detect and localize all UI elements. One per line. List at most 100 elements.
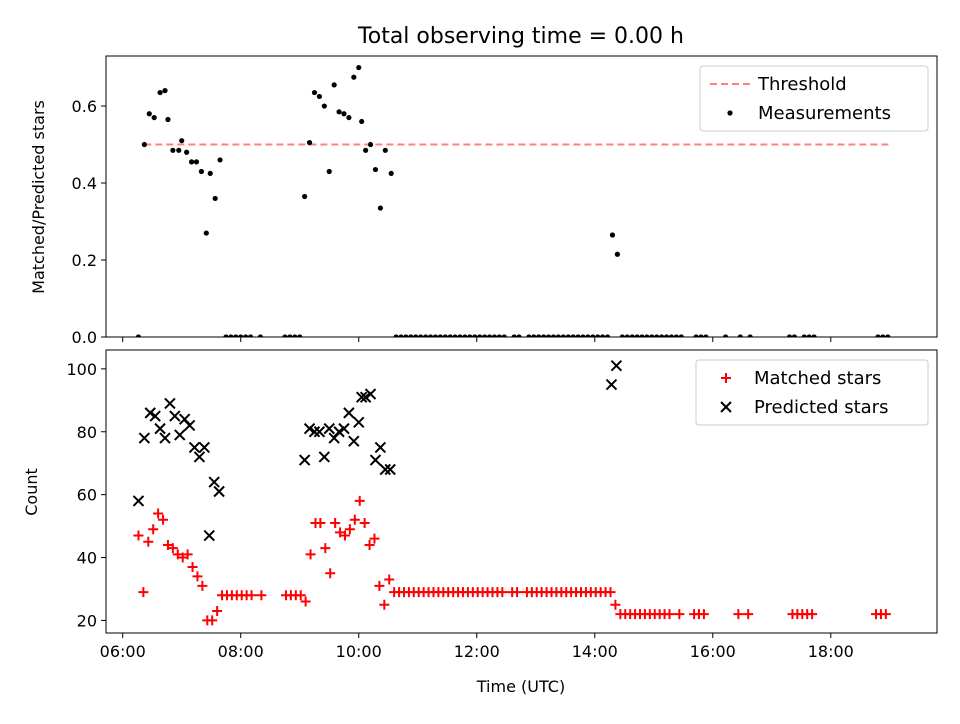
data-point xyxy=(629,334,635,337)
data-point xyxy=(733,609,744,620)
data-point xyxy=(497,587,508,598)
data-point xyxy=(674,609,685,620)
data-point xyxy=(369,454,382,466)
data-point xyxy=(624,334,630,337)
data-point xyxy=(374,580,385,591)
data-point xyxy=(158,514,169,525)
data-point xyxy=(183,419,196,432)
data-point xyxy=(654,334,660,337)
panel-top: 0.0 0.2 0.4 0.6 Matched/Predicted stars Thres… xyxy=(29,55,938,347)
data-point xyxy=(132,495,145,507)
series-matched-stars xyxy=(133,495,891,626)
data-point xyxy=(356,64,362,71)
data-point xyxy=(133,530,144,541)
data-point xyxy=(256,590,267,601)
data-point xyxy=(614,251,620,257)
data-point xyxy=(491,334,498,337)
legend-label: Predicted stars xyxy=(754,397,888,418)
data-point xyxy=(344,524,355,535)
data-point xyxy=(560,334,566,337)
data-point xyxy=(693,334,699,337)
data-point xyxy=(427,334,434,337)
data-point xyxy=(486,334,493,337)
data-point xyxy=(703,334,709,337)
data-point xyxy=(192,571,203,582)
data-point xyxy=(413,334,419,337)
data-point xyxy=(595,334,601,337)
data-point xyxy=(151,114,157,121)
data-point xyxy=(516,334,522,337)
data-point xyxy=(198,441,211,454)
data-point xyxy=(153,508,164,519)
data-point xyxy=(338,422,350,435)
data-point xyxy=(447,334,453,337)
data-point xyxy=(306,140,313,146)
data-point xyxy=(526,334,532,337)
legend: Threshold Measurements xyxy=(699,65,929,132)
legend-label: Threshold xyxy=(757,74,847,95)
data-point xyxy=(363,147,369,153)
data-point xyxy=(393,334,399,337)
data-point xyxy=(300,596,311,607)
y-axis-label: Matched/Predicted stars xyxy=(29,100,48,294)
data-point xyxy=(880,334,886,337)
data-point xyxy=(282,334,288,337)
data-point xyxy=(135,334,142,337)
legend-marker xyxy=(727,110,733,116)
y-tick-label: 0.6 xyxy=(72,97,97,116)
data-point xyxy=(203,230,209,236)
data-point xyxy=(212,605,223,616)
data-point xyxy=(698,609,709,620)
data-point xyxy=(811,334,817,337)
data-point xyxy=(634,334,640,337)
y-axis-label: Count xyxy=(22,468,41,516)
x-tick-label: 16:00 xyxy=(690,642,736,661)
data-point xyxy=(336,109,342,115)
y-tick-label: 0.0 xyxy=(72,328,97,347)
data-point xyxy=(138,432,151,444)
data-point xyxy=(188,441,201,454)
data-point xyxy=(188,159,195,165)
data-point xyxy=(305,549,316,560)
x-tick-label: 06:00 xyxy=(100,642,146,661)
data-point xyxy=(311,89,318,96)
data-point xyxy=(462,334,468,337)
data-point xyxy=(154,422,166,435)
data-point xyxy=(212,195,218,202)
data-point xyxy=(372,166,379,173)
series-measurements xyxy=(135,64,891,337)
data-point xyxy=(320,543,331,554)
data-point xyxy=(149,410,161,422)
data-point xyxy=(162,88,168,94)
data-point xyxy=(663,334,670,337)
data-point xyxy=(555,334,561,337)
data-point xyxy=(238,334,244,337)
panel-bottom: 20 40 60 80 100 06:00 08:00 10:00 12:00 14:00 16:0… xyxy=(22,349,938,661)
legend-label: Matched stars xyxy=(754,368,881,389)
data-point xyxy=(359,517,370,528)
data-point xyxy=(343,407,355,419)
data-point xyxy=(565,334,571,337)
data-point xyxy=(384,463,396,476)
data-point xyxy=(619,334,625,337)
data-point xyxy=(308,426,321,438)
data-point xyxy=(148,524,159,535)
data-point xyxy=(197,580,208,591)
data-point xyxy=(233,334,239,337)
data-point xyxy=(297,334,303,337)
y-tick-label: 0.2 xyxy=(72,251,97,270)
data-point xyxy=(482,334,488,337)
data-point xyxy=(184,149,190,155)
data-point xyxy=(442,334,448,337)
data-point xyxy=(179,138,185,144)
data-point xyxy=(382,147,388,153)
data-point xyxy=(213,485,225,498)
y-tick-label: 40 xyxy=(77,549,97,568)
data-point xyxy=(346,114,352,121)
legend-box xyxy=(695,359,929,426)
data-point xyxy=(786,334,793,337)
data-point xyxy=(550,334,557,337)
data-point xyxy=(590,334,596,337)
data-point xyxy=(369,533,380,544)
